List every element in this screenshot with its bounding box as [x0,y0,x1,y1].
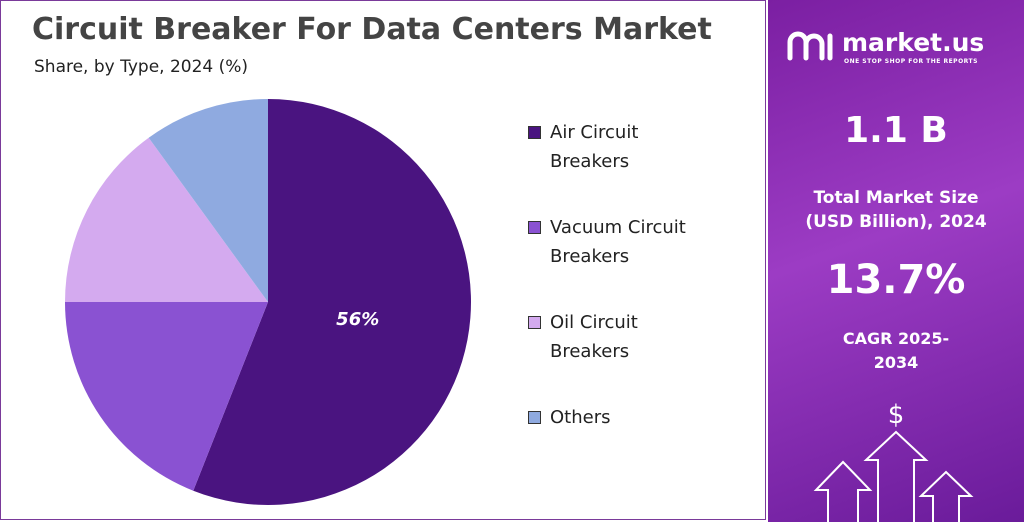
brand-name: market.us [842,28,985,57]
chart-subtitle: Share, by Type, 2024 (%) [34,57,249,77]
legend-swatch [528,126,541,139]
cagr-label: CAGR 2025-2034 [842,329,950,372]
legend-item: Vacuum Circuit Breakers [528,213,713,271]
brand-tagline: ONE STOP SHOP FOR THE REPORTS [844,58,978,65]
info-panel: market.us ONE STOP SHOP FOR THE REPORTS … [768,0,1024,522]
market-size: 1.1 B [844,110,948,151]
brand-logo [787,31,833,61]
legend-label: Air Circuit Breakers [550,122,639,172]
pie-slice [65,302,268,491]
market-size-label: Total Market Size (USD Billion), 2024 [805,188,987,232]
legend-swatch [528,411,541,424]
chart-frame [0,0,766,520]
legend-item: Others [528,403,713,432]
chart-title: Circuit Breaker For Data Centers Market [32,12,712,47]
dollar-icon: $ [887,400,905,430]
legend-label: Others [550,407,611,428]
legend-label: Oil Circuit Breakers [550,312,638,362]
legend-swatch [528,316,541,329]
legend-swatch [528,221,541,234]
arrows-decoration [813,430,974,522]
pie-chart: 56% [65,99,472,506]
cagr-value: 13.7% [826,257,966,303]
legend-item: Oil Circuit Breakers [528,308,713,366]
legend-item: Air Circuit Breakers [528,118,713,176]
pie-slice [148,99,268,302]
pie-slice [65,137,268,302]
pie-slice [193,99,472,506]
legend-label: Vacuum Circuit Breakers [550,217,686,267]
slice-label: 56% [336,309,379,330]
